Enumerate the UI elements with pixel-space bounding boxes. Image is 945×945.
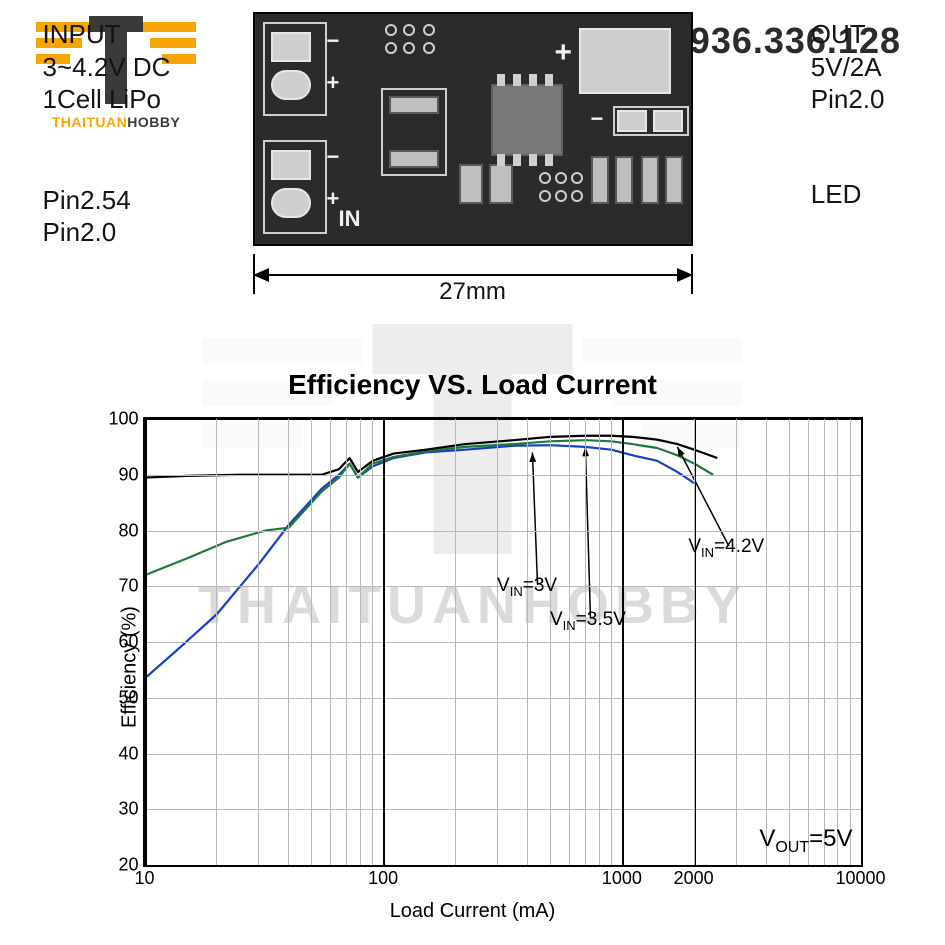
silk-plus: + [327, 70, 340, 96]
pcb-label: OUT [811, 18, 885, 51]
pcb-label: 1Cell LiPo [43, 83, 171, 116]
pcb-dimension: 27mm [253, 254, 693, 298]
pcb-label: LED [811, 178, 885, 211]
pcb-label: 3~4.2V DC [43, 51, 171, 84]
pcb-label: INPUT [43, 18, 171, 51]
pcb-labels-left: INPUT 3~4.2V DC 1Cell LiPo Pin2.54 Pin2.… [43, 18, 171, 249]
dimension-label: 27mm [435, 278, 510, 306]
pcb-label: Pin2.0 [43, 216, 171, 249]
pcb-labels-right: OUT 5V/2A Pin2.0 LED [811, 18, 885, 210]
silk-minus: − [327, 144, 340, 170]
silk-minus: − [591, 106, 604, 132]
chart-ylabel: Efficiency (%) [118, 606, 141, 728]
silk-in: IN [339, 206, 361, 232]
chart-title: Efficiency VS. Load Current [43, 369, 903, 401]
pcb-label: Pin2.54 [43, 184, 171, 217]
pcb-label: 5V/2A [811, 51, 885, 84]
chart-plot-area: 2030405060708090100101001000100002000VIN… [143, 417, 863, 867]
pcb-board: − + − + IN [253, 12, 693, 246]
efficiency-chart: Efficiency VS. Load Current Efficiency (… [43, 369, 903, 927]
silk-plus: + [327, 186, 340, 212]
pcb-diagram: INPUT 3~4.2V DC 1Cell LiPo Pin2.54 Pin2.… [153, 12, 793, 298]
silk-minus: − [327, 28, 340, 54]
chart-xlabel: Load Current (mA) [390, 900, 556, 923]
chart-note: VOUT=5V [759, 825, 852, 857]
silk-plus: + [555, 36, 573, 70]
pcb-label: Pin2.0 [811, 83, 885, 116]
